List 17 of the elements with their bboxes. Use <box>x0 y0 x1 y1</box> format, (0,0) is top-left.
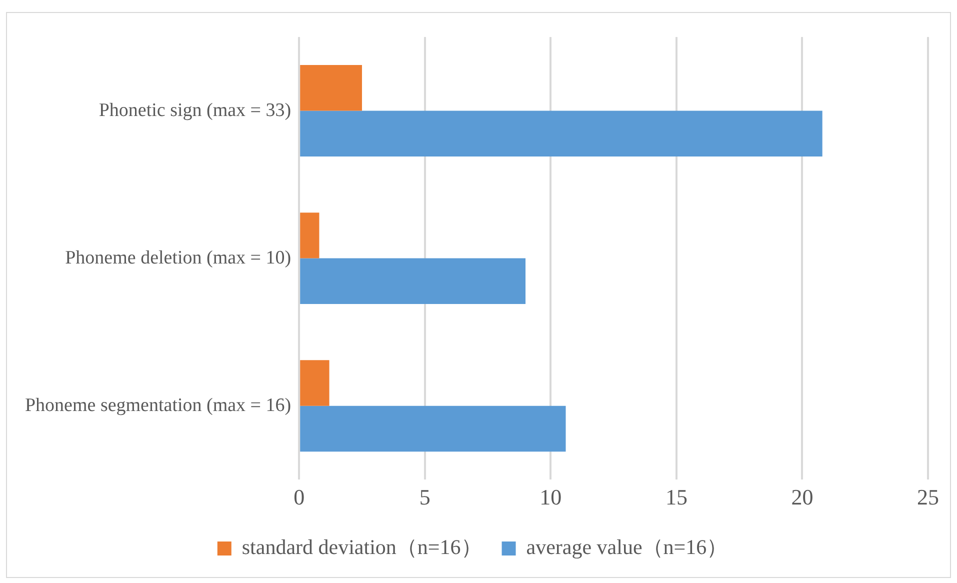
x-tick-label: 15 <box>665 484 688 510</box>
bar <box>300 212 320 258</box>
y-tick-label: Phonetic sign (max = 33) <box>98 100 292 121</box>
x-tick-label: 10 <box>540 484 562 510</box>
x-tick-label: 25 <box>917 484 939 510</box>
bar <box>300 406 566 452</box>
bar <box>300 360 330 406</box>
y-tick-label: Phoneme segmentation (max = 16) <box>24 394 292 416</box>
x-tick-label: 0 <box>294 484 305 510</box>
bar <box>300 65 362 111</box>
y-tick-label: Phoneme deletion (max = 10) <box>65 247 292 268</box>
legend-label: average value（n=16） <box>526 535 728 560</box>
bar <box>300 110 822 156</box>
legend-label: standard deviation（n=16） <box>242 535 482 560</box>
x-tick-label: 20 <box>791 484 814 510</box>
bar <box>300 258 526 304</box>
x-tick-label: 5 <box>419 484 430 510</box>
